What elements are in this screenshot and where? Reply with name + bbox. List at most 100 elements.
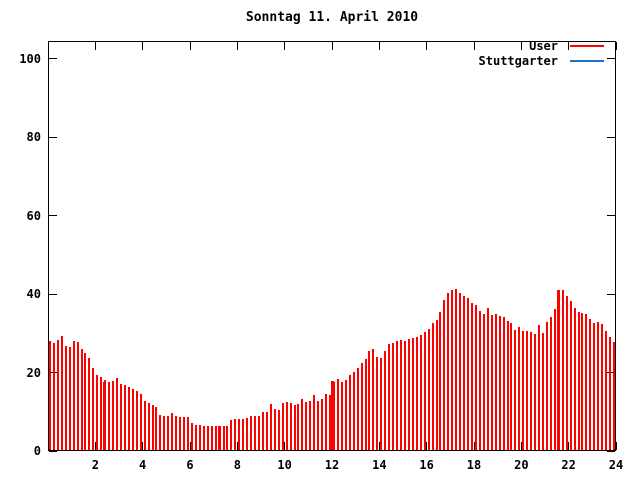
data-bar [486, 308, 489, 450]
data-bar [569, 301, 572, 450]
x-tick-mark [284, 442, 286, 450]
data-bar [368, 351, 371, 450]
y-tick-mark [607, 136, 615, 138]
data-bar [597, 322, 600, 450]
data-bar [329, 394, 332, 450]
highlight-bar [218, 426, 222, 450]
data-bar [502, 317, 505, 450]
data-bar [352, 371, 355, 450]
data-bar [553, 309, 556, 450]
data-bar [407, 338, 410, 450]
data-bar [411, 337, 414, 450]
data-bar [589, 319, 592, 450]
x-tick-mark [378, 442, 380, 450]
data-bar [415, 336, 418, 450]
x-tick-mark [94, 442, 96, 450]
highlight-bar [103, 381, 107, 450]
data-bar [577, 312, 580, 450]
data-bar [269, 404, 272, 450]
data-bar [159, 415, 162, 450]
y-tick-mark [607, 450, 615, 452]
x-tick-mark [189, 42, 191, 50]
data-bar [230, 419, 233, 450]
legend-line [570, 60, 604, 62]
data-bar [534, 333, 537, 450]
y-tick-label: 20 [26, 365, 41, 380]
data-bar [163, 416, 166, 450]
data-bar [84, 352, 87, 450]
data-bar [258, 415, 261, 450]
data-bar [364, 358, 367, 450]
data-bar [52, 342, 55, 450]
data-bar [116, 378, 119, 450]
x-tick-label: 20 [514, 458, 529, 472]
data-bar [285, 402, 288, 450]
data-bar [135, 390, 138, 450]
data-bar [242, 418, 245, 450]
data-bar [289, 402, 292, 450]
data-bar [179, 416, 182, 450]
data-bar [435, 319, 438, 450]
data-bar [522, 330, 525, 450]
data-bar [206, 426, 209, 450]
data-bar [549, 317, 552, 450]
x-tick-mark [426, 42, 428, 50]
x-tick-label: 16 [419, 458, 434, 472]
x-tick-label: 4 [139, 458, 147, 472]
x-tick-mark [236, 442, 238, 450]
data-bar [561, 289, 564, 450]
legend-line [570, 45, 604, 47]
data-bar [246, 417, 249, 450]
data-bar [68, 347, 71, 450]
data-bar [147, 402, 150, 450]
y-tick-mark [49, 58, 57, 60]
x-tick-mark [520, 42, 522, 50]
x-tick-label: 10 [277, 458, 292, 472]
data-bar [171, 412, 174, 450]
data-bar [514, 329, 517, 450]
data-bar [494, 314, 497, 450]
data-bar [506, 320, 509, 450]
data-bar [72, 341, 75, 450]
data-bar [538, 325, 541, 450]
data-bar [305, 401, 308, 450]
x-tick-label: 18 [466, 458, 482, 472]
data-bar [64, 345, 67, 450]
data-bar [498, 315, 501, 450]
data-bar [447, 293, 450, 450]
data-bar [325, 393, 328, 450]
data-bar [313, 394, 316, 450]
data-bar [226, 426, 229, 450]
data-bar [234, 419, 237, 450]
data-bar [281, 402, 284, 450]
data-bar [151, 405, 154, 450]
legend-label: User [529, 39, 558, 53]
data-bar [510, 323, 513, 450]
data-bar [340, 381, 343, 450]
y-tick-mark [49, 450, 57, 452]
data-bar [478, 311, 481, 450]
chart-title: Sonntag 11. April 2010 [245, 10, 419, 25]
y-tick-mark [49, 215, 57, 217]
x-tick-mark [473, 42, 475, 50]
data-bar [376, 356, 379, 450]
data-bar [238, 419, 241, 450]
data-bar [261, 412, 264, 450]
data-bar [384, 350, 387, 450]
data-bar [336, 379, 339, 450]
data-bar [403, 340, 406, 450]
highlight-bar [556, 289, 560, 450]
data-bar [321, 399, 324, 450]
data-bar [463, 295, 466, 450]
data-bar [609, 337, 612, 450]
y-tick-label: 60 [26, 208, 41, 223]
x-tick-label: 8 [233, 458, 241, 472]
data-bar [427, 328, 430, 450]
data-bar [585, 313, 588, 450]
data-bar [613, 341, 616, 450]
data-bar [601, 323, 604, 450]
data-bar [360, 363, 363, 450]
x-tick-mark [142, 442, 144, 450]
x-tick-mark [331, 42, 333, 50]
x-tick-mark [568, 42, 570, 50]
